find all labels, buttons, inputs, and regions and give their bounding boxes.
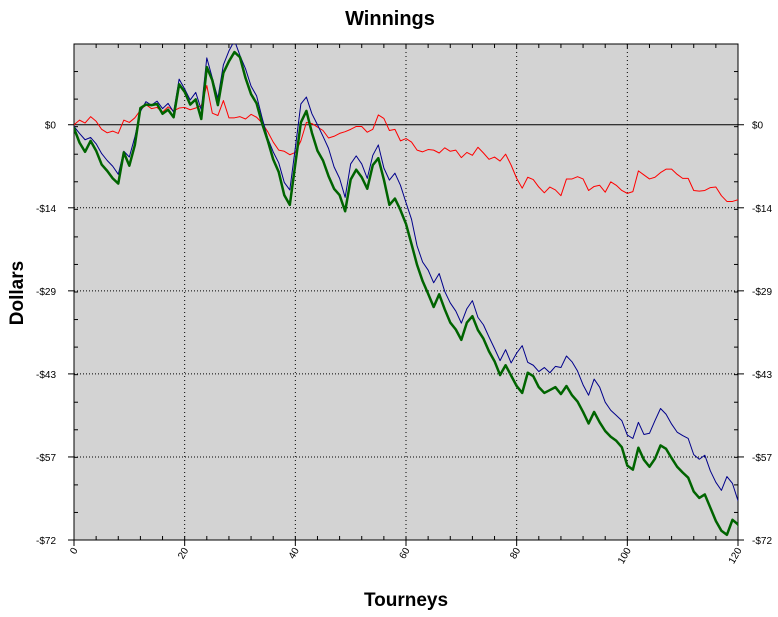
x-tick-label: 100	[616, 546, 634, 566]
y-tick-label-left: -$14	[36, 204, 56, 215]
y-tick-label-right: -$57	[752, 453, 772, 464]
y-tick-label-left: $0	[45, 121, 57, 132]
series-line-1	[74, 85, 738, 202]
y-tick-labels-left: $0 -$14 -$29 -$43 -$57 -$72	[36, 121, 56, 547]
x-tick-labels: 0 20 40 60 80 100 120	[68, 546, 745, 566]
x-tick-label: 0	[68, 546, 81, 557]
y-tick-label-left: -$29	[36, 287, 56, 298]
y-tick-label-left: -$57	[36, 453, 56, 464]
minor-ticks	[68, 43, 744, 546]
y-tick-label-left: -$43	[36, 370, 56, 381]
y-tick-label-right: -$72	[752, 536, 772, 547]
x-axis-title: Tourneys	[364, 590, 448, 611]
y-axis-title: Dollars	[7, 261, 28, 325]
y-tick-label-right: -$43	[752, 370, 772, 381]
x-tick-label: 120	[727, 546, 745, 566]
x-tick-label: 40	[287, 546, 302, 562]
series-line-3	[74, 50, 738, 537]
y-tick-label-left: -$72	[36, 536, 56, 547]
y-tick-labels-right: $0 -$14 -$29 -$43 -$57 -$72	[752, 121, 772, 547]
x-tick-label: 20	[176, 546, 191, 562]
x-tick-label: 60	[398, 546, 413, 562]
grid-lines	[74, 44, 738, 540]
y-tick-label-right: -$29	[752, 287, 772, 298]
x-tick-label: 80	[508, 546, 523, 562]
series-line-2	[74, 44, 738, 502]
chart-title: Winnings	[345, 8, 435, 30]
y-tick-label-right: -$14	[752, 204, 772, 215]
y-tick-label-right: $0	[752, 121, 764, 132]
series-lines	[74, 44, 738, 537]
